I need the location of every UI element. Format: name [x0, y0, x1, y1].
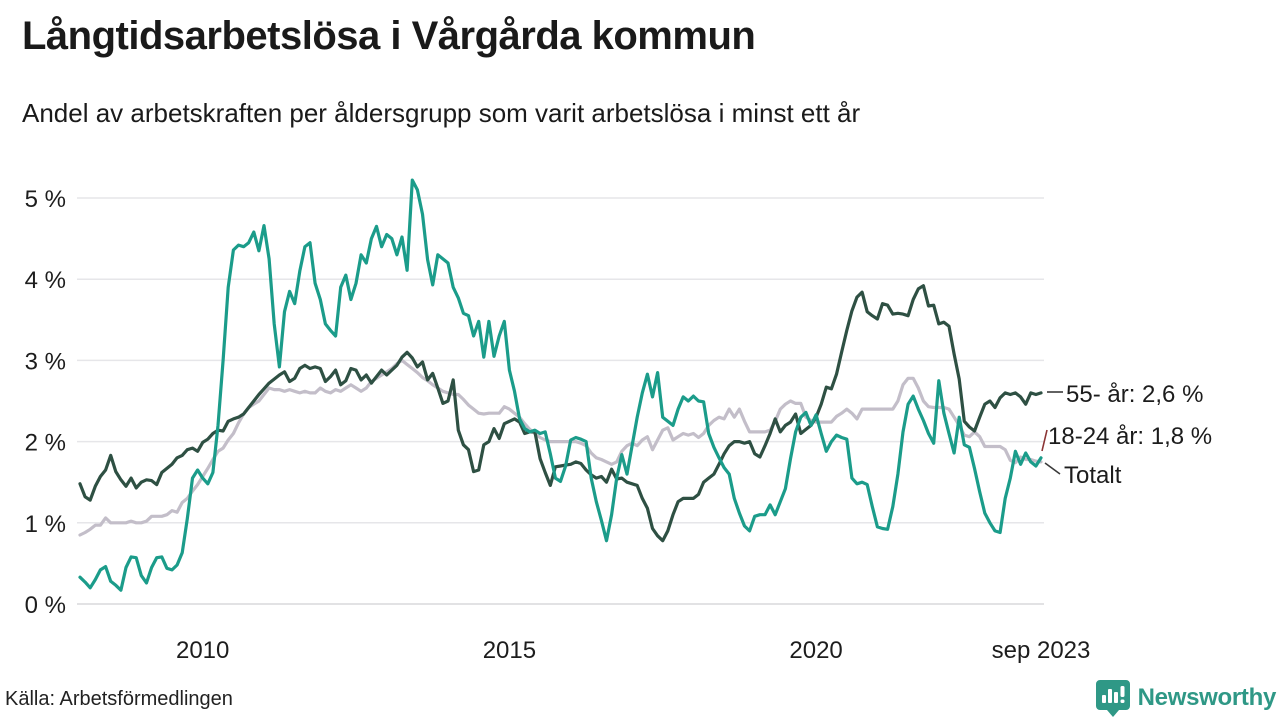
- x-axis-tick-label: 2015: [483, 637, 536, 664]
- series-line-55-r: [78, 284, 1043, 543]
- connector-totalt: [1044, 462, 1061, 475]
- page-subtitle: Andel av arbetskraften per åldersgrupp s…: [22, 98, 861, 128]
- series-line-totalt: [78, 358, 1043, 537]
- page-title: Långtidsarbetslösa i Vårgårda kommun: [22, 14, 756, 58]
- y-axis-tick-label: 3 %: [25, 348, 66, 375]
- connector-18-24-ar: [1041, 429, 1048, 452]
- series-end-label-totalt: Totalt: [1064, 462, 1122, 489]
- series-end-label-18-24: 18-24 år: 1,8 %: [1048, 423, 1213, 450]
- bar-chart-pin-icon: [1095, 680, 1130, 717]
- x-axis-tick-label: sep 2023: [992, 637, 1091, 664]
- brand-logo: Newsworthy: [1095, 678, 1276, 718]
- x-axis-tick-label: 2020: [789, 637, 842, 664]
- series-end-label-55: 55- år: 2,6 %: [1066, 381, 1204, 408]
- y-axis-tick-label: 4 %: [25, 267, 66, 294]
- brand-name: Newsworthy: [1137, 684, 1277, 711]
- y-axis-tick-label: 5 %: [25, 186, 66, 213]
- series-line-18-24-r: [78, 178, 1043, 592]
- source-note: Källa: Arbetsförmedlingen: [5, 688, 233, 710]
- y-axis-tick-label: 2 %: [25, 430, 66, 457]
- x-axis-tick-label: 2010: [176, 637, 229, 664]
- y-axis-tick-label: 0 %: [25, 592, 66, 619]
- y-axis-tick-label: 1 %: [25, 511, 66, 538]
